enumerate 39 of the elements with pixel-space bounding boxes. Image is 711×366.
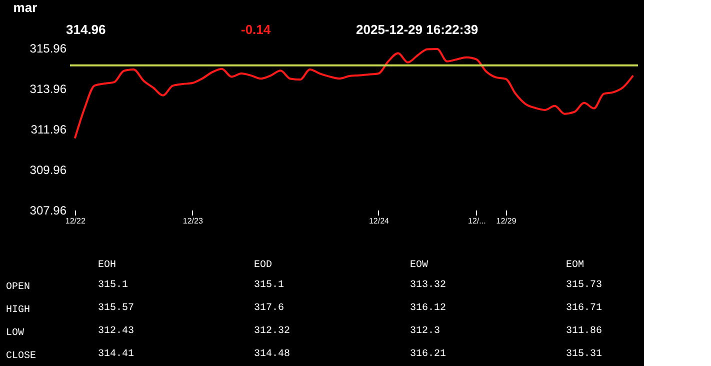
text: 312.3 [410, 326, 440, 337]
text: 315.73 [566, 280, 602, 291]
x-tick-label: 12/29 [496, 216, 517, 226]
y-tick-label: 313.96 [30, 82, 67, 96]
category-label: OPEN [6, 282, 30, 293]
text: -0.14 [241, 22, 272, 37]
y-tick-label: 311.96 [30, 122, 67, 136]
text: 316.71 [566, 303, 602, 314]
category-label: CLOSE [6, 351, 36, 362]
y-tick-label: 309.96 [30, 163, 67, 177]
y-tick-label: 307.96 [30, 204, 67, 218]
text: 315.57 [98, 303, 134, 314]
text: 315.1 [254, 280, 284, 291]
text: 2025-12-29 16:22:39 [356, 22, 478, 37]
category-label: LOW [6, 328, 24, 339]
category-label: HIGH [6, 305, 30, 316]
x-tick-label: 12/24 [368, 216, 390, 226]
category-label: EOW [410, 260, 428, 271]
category-label: EOD [254, 260, 272, 271]
text: 317.6 [254, 303, 284, 314]
text: 315.31 [566, 349, 602, 360]
text: 316.21 [410, 349, 446, 360]
x-tick-label: 12/23 [182, 216, 204, 226]
category-label: EOH [98, 260, 116, 271]
x-tick-label: 12/22 [65, 216, 86, 226]
text: 312.43 [98, 326, 134, 337]
text: 316.12 [410, 303, 446, 314]
text: 311.86 [566, 326, 602, 337]
x-tick-label: 12/... [468, 216, 486, 226]
text: 313.32 [410, 280, 446, 291]
text: 314.96 [66, 22, 106, 37]
text: 314.41 [98, 349, 134, 360]
chart-title: mar [13, 0, 38, 15]
line-series [74, 48, 634, 140]
y-tick-label: 315.96 [30, 42, 67, 56]
text: 315.1 [98, 280, 128, 291]
text: 314.48 [254, 349, 290, 360]
text: 312.32 [254, 326, 290, 337]
category-label: EOM [566, 260, 584, 271]
